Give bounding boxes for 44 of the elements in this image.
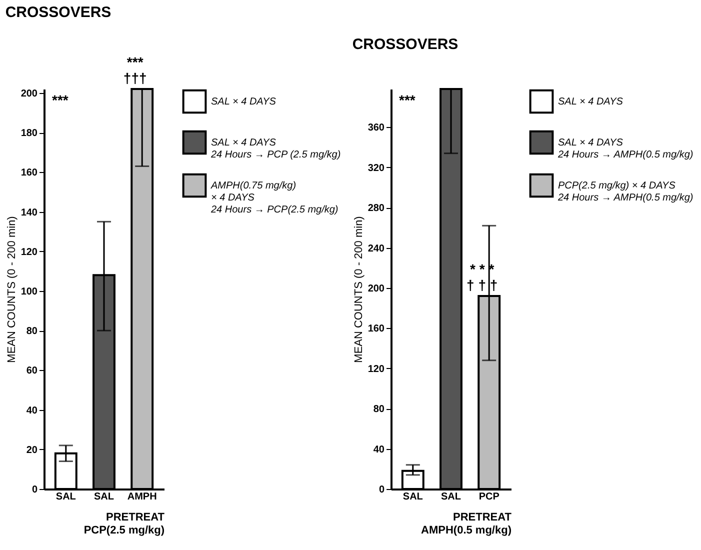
y-tick-label: 140 — [20, 207, 38, 218]
chart-title: CROSSOVERS — [5, 4, 112, 21]
y-tick-label: 120 — [368, 364, 385, 375]
y-tick-label: 180 — [20, 128, 38, 140]
text: SAL × 4 DAYS — [211, 96, 276, 108]
y-tick-label: 0 — [378, 484, 385, 496]
x-tick-label: SAL — [94, 492, 114, 502]
x-tick-label: SAL — [402, 492, 423, 502]
legend-label: SAL × 4 DAYS — [211, 138, 276, 148]
text: SAL × 4 DAYS — [558, 96, 623, 108]
y-tick-label: 80 — [26, 326, 38, 338]
legend-label: AMPH(0.75 mg/kg) × 4 DAYS 24 Hours → PCP(2.5 mg/kg) — [210, 180, 338, 216]
x-tick-label: AMPH — [127, 492, 157, 502]
y-tick-label: 40 — [373, 444, 385, 456]
legend-label: PCP(2.5 mg/kg) × 4 DAYS 24 Hours → AMPH(0.5 mg/kg) — [557, 180, 694, 204]
legend-label: SAL × 4 DAYS — [558, 138, 624, 148]
y-tick-label: 320 — [368, 162, 385, 174]
y-tick-label: 0 — [32, 484, 38, 496]
text: 24 Hours → PCP (2.5 mg/kg) — [211, 150, 341, 160]
annotation: *** — [52, 92, 69, 108]
y-tick-label: 60 — [26, 366, 38, 377]
x-tick-label: SAL — [56, 492, 76, 502]
y-axis-title: MEAN COUNTS (0 - 200 min) — [6, 216, 18, 363]
y-tick-label: 280 — [368, 203, 385, 214]
x-axis-title: PRETREAT PCP(2.5 mg/kg) — [84, 512, 165, 536]
y-tick-label: 120 — [20, 246, 38, 258]
y-tick-label: 200 — [368, 283, 385, 294]
y-tick-label: 200 — [20, 88, 38, 100]
y-tick-label: 160 — [368, 324, 385, 335]
y-axis-title: MEAN COUNTS (0 - 200 min) — [352, 216, 365, 363]
x-tick-label: SAL — [441, 492, 461, 502]
y-tick-label: 360 — [368, 122, 385, 134]
x-axis-title: PRETREAT AMPH(0.5 mg/kg) — [421, 512, 512, 536]
y-tick-label: 80 — [373, 404, 385, 416]
annotation: *** — [399, 92, 416, 108]
y-tick-label: 100 — [20, 286, 38, 298]
annotation: *** ††† — [123, 54, 147, 86]
text: 24 Hours → AMPH(0.5 mg/kg) — [558, 150, 694, 160]
x-tick-label: PCP — [478, 492, 500, 502]
y-tick-label: 160 — [20, 168, 38, 179]
chart-title: CROSSOVERS — [352, 36, 458, 53]
y-tick-label: 240 — [368, 243, 385, 254]
y-tick-label: 40 — [26, 405, 38, 416]
y-tick-label: 20 — [26, 444, 38, 456]
